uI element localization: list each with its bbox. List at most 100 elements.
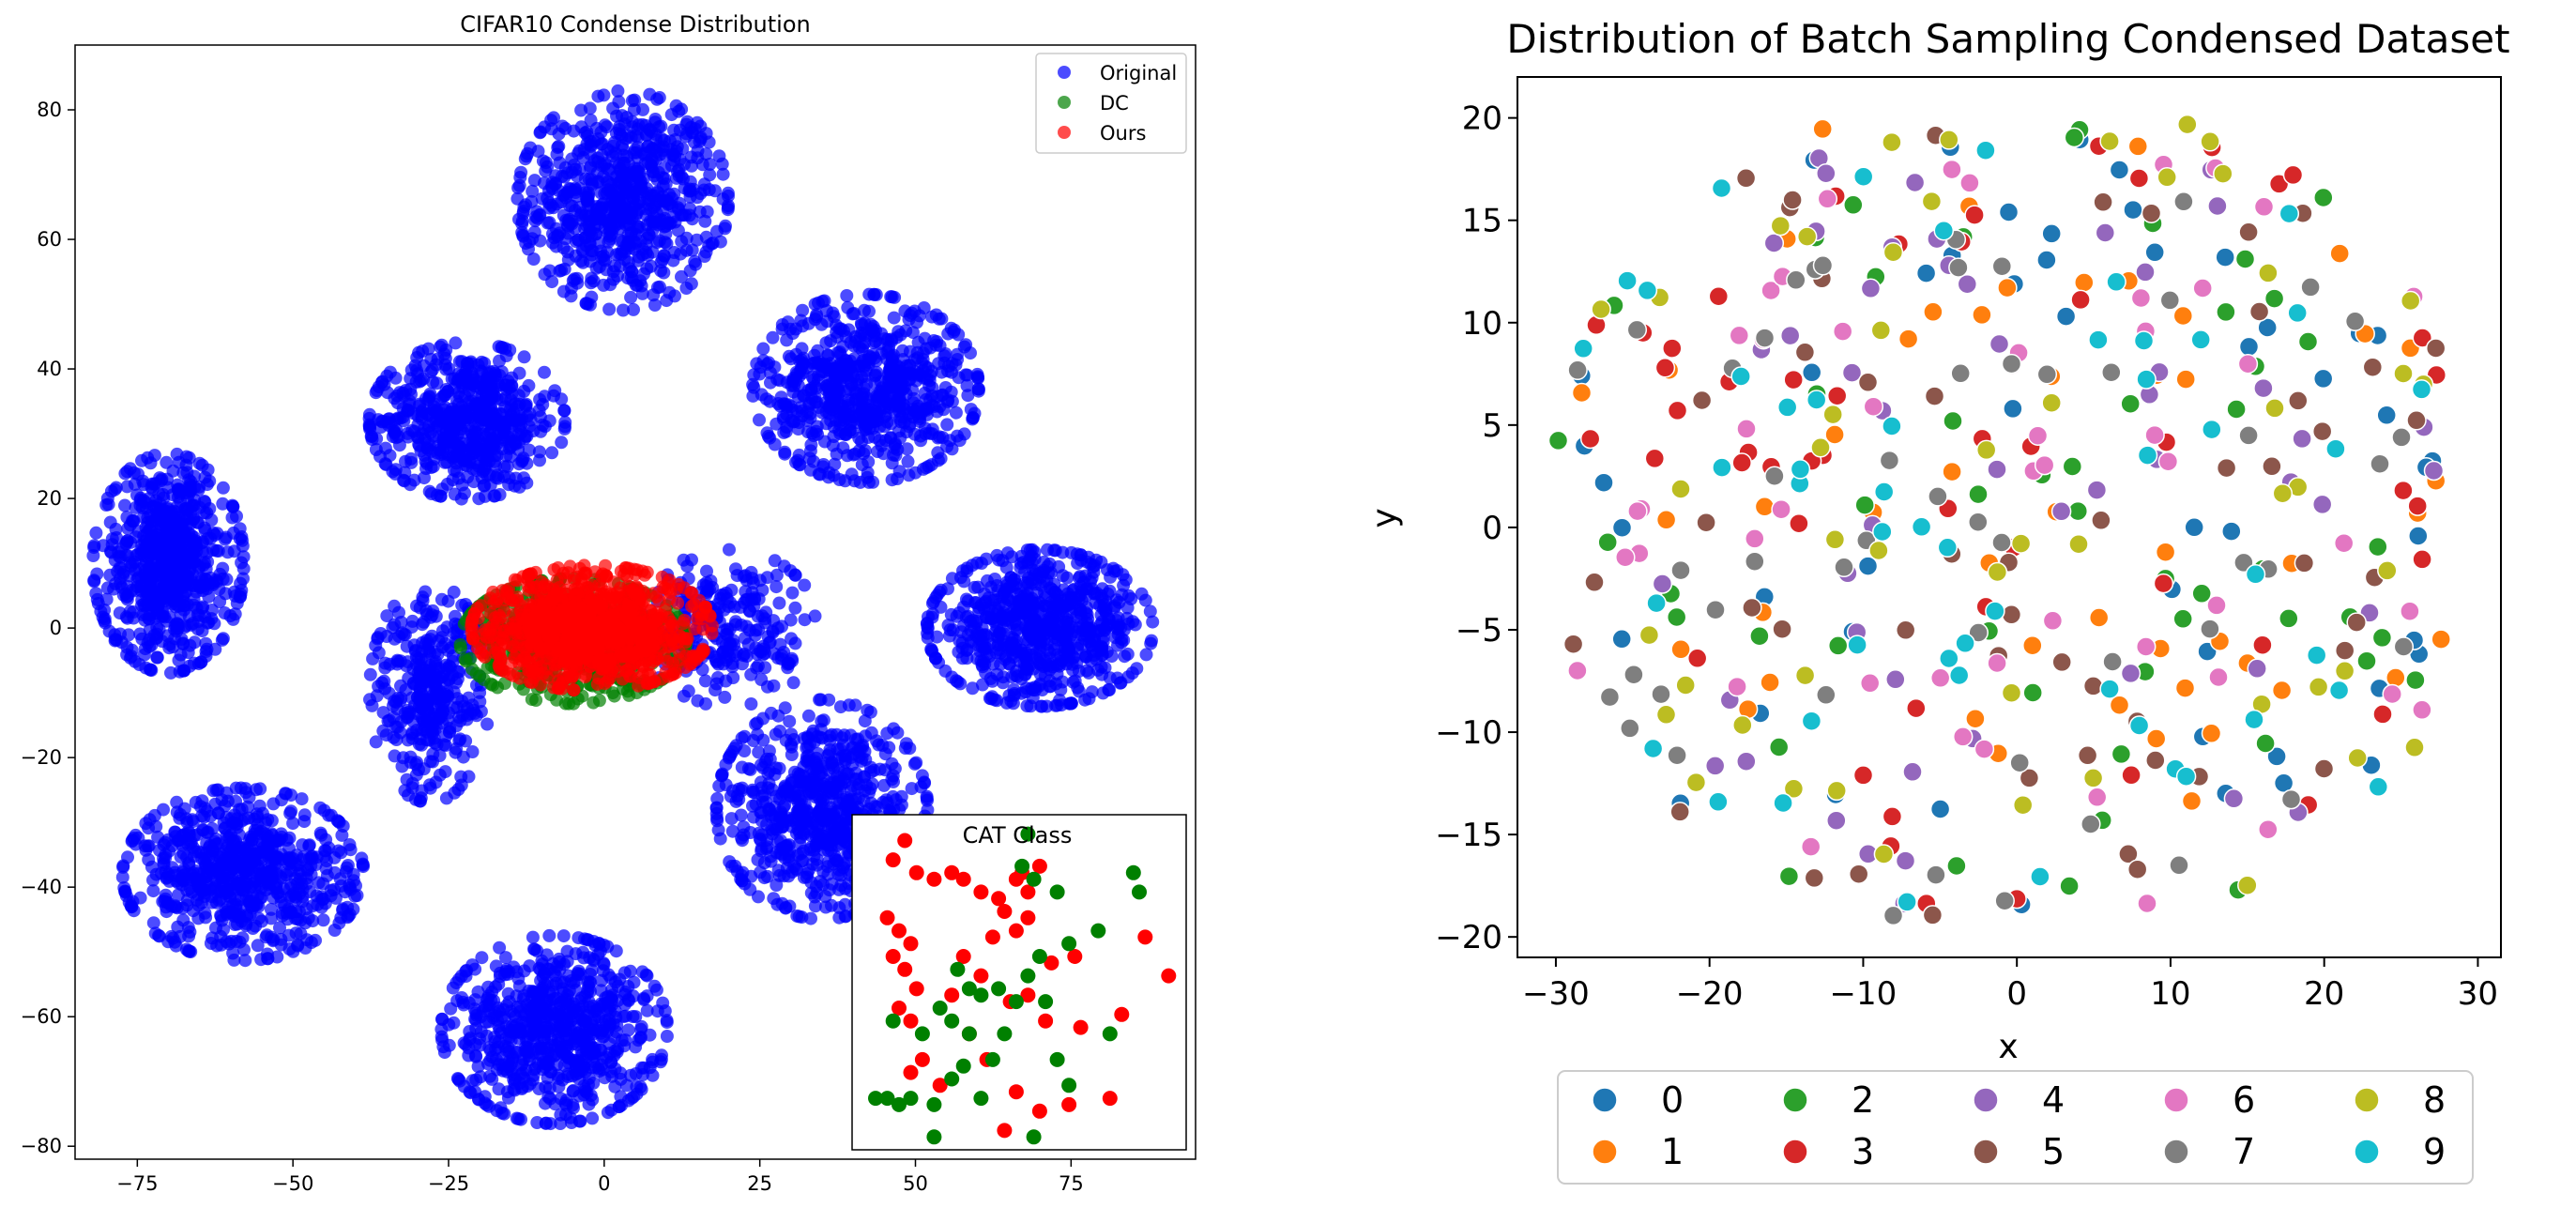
original-point bbox=[135, 453, 148, 467]
original-point bbox=[560, 185, 574, 199]
original-point bbox=[333, 872, 347, 886]
original-point bbox=[613, 222, 627, 236]
original-point bbox=[215, 793, 229, 807]
original-point bbox=[545, 446, 559, 460]
original-point bbox=[548, 384, 562, 398]
original-point bbox=[627, 302, 640, 316]
original-point bbox=[541, 160, 555, 174]
original-point bbox=[437, 1046, 451, 1060]
original-point bbox=[488, 489, 502, 503]
original-point bbox=[176, 913, 191, 927]
original-point bbox=[209, 885, 223, 898]
original-point bbox=[901, 454, 915, 468]
original-point bbox=[402, 404, 416, 418]
original-point bbox=[778, 445, 792, 459]
original-point bbox=[1105, 650, 1119, 664]
original-point bbox=[549, 222, 563, 236]
original-point bbox=[671, 223, 685, 237]
original-point bbox=[1044, 621, 1058, 635]
original-point bbox=[551, 141, 565, 155]
original-point bbox=[336, 819, 350, 833]
original-point bbox=[779, 424, 793, 438]
original-point bbox=[617, 966, 632, 980]
original-point bbox=[1146, 615, 1160, 629]
original-point bbox=[654, 119, 668, 133]
original-point bbox=[920, 461, 934, 475]
original-point bbox=[657, 266, 671, 280]
original-point bbox=[555, 436, 569, 450]
original-point bbox=[1064, 594, 1078, 608]
original-point bbox=[836, 340, 850, 354]
original-point bbox=[271, 886, 285, 900]
original-point bbox=[536, 398, 550, 411]
original-point bbox=[571, 1037, 585, 1051]
original-point bbox=[227, 953, 241, 967]
original-point bbox=[538, 268, 552, 282]
original-point bbox=[602, 302, 617, 316]
original-point bbox=[175, 510, 190, 524]
original-point bbox=[440, 477, 454, 491]
original-point bbox=[133, 493, 147, 507]
original-point bbox=[150, 650, 164, 665]
original-point bbox=[90, 567, 104, 581]
original-point bbox=[512, 397, 526, 411]
original-point bbox=[602, 1047, 617, 1061]
original-point bbox=[449, 336, 463, 350]
original-point bbox=[265, 902, 278, 916]
original-point bbox=[145, 860, 159, 874]
original-point bbox=[541, 191, 555, 205]
original-point bbox=[649, 198, 663, 211]
original-point bbox=[844, 354, 858, 368]
original-point bbox=[595, 999, 609, 1013]
original-point bbox=[584, 276, 598, 290]
original-point bbox=[584, 975, 598, 989]
original-point bbox=[971, 382, 985, 396]
original-point bbox=[220, 810, 234, 824]
original-point bbox=[968, 620, 982, 635]
original-point bbox=[451, 367, 465, 381]
original-point bbox=[977, 654, 991, 668]
original-point bbox=[1050, 698, 1064, 712]
original-point bbox=[226, 908, 240, 922]
left-scatter-points bbox=[86, 84, 1160, 1131]
original-point bbox=[815, 295, 830, 309]
original-point bbox=[875, 346, 889, 360]
original-point bbox=[888, 290, 902, 304]
original-point bbox=[464, 1086, 478, 1100]
original-point bbox=[526, 184, 540, 198]
original-point bbox=[434, 1030, 449, 1044]
original-point bbox=[840, 449, 854, 463]
original-point bbox=[572, 1089, 587, 1103]
original-point bbox=[159, 850, 173, 864]
original-point bbox=[1073, 571, 1086, 585]
original-point bbox=[152, 928, 165, 942]
original-point bbox=[892, 404, 906, 418]
original-point bbox=[169, 874, 183, 888]
original-point bbox=[679, 282, 694, 295]
original-point bbox=[716, 167, 730, 181]
original-point bbox=[688, 254, 702, 268]
original-point bbox=[119, 610, 133, 624]
original-point bbox=[480, 1098, 494, 1112]
original-point bbox=[719, 219, 732, 233]
original-point bbox=[539, 1096, 552, 1110]
original-point bbox=[966, 411, 980, 425]
original-point bbox=[612, 176, 626, 191]
original-point bbox=[119, 889, 133, 903]
original-point bbox=[469, 1073, 483, 1087]
original-point bbox=[855, 395, 869, 409]
original-point bbox=[118, 498, 131, 512]
original-point bbox=[258, 869, 271, 883]
original-point bbox=[921, 631, 935, 645]
original-point bbox=[137, 478, 151, 492]
original-point bbox=[664, 191, 678, 206]
original-point bbox=[298, 916, 312, 930]
original-point bbox=[563, 199, 576, 212]
original-point bbox=[1079, 650, 1093, 664]
original-point bbox=[805, 370, 819, 384]
original-point bbox=[412, 345, 426, 359]
original-point bbox=[101, 497, 115, 512]
original-point bbox=[417, 372, 431, 386]
original-point bbox=[571, 967, 585, 980]
original-point bbox=[598, 118, 612, 132]
